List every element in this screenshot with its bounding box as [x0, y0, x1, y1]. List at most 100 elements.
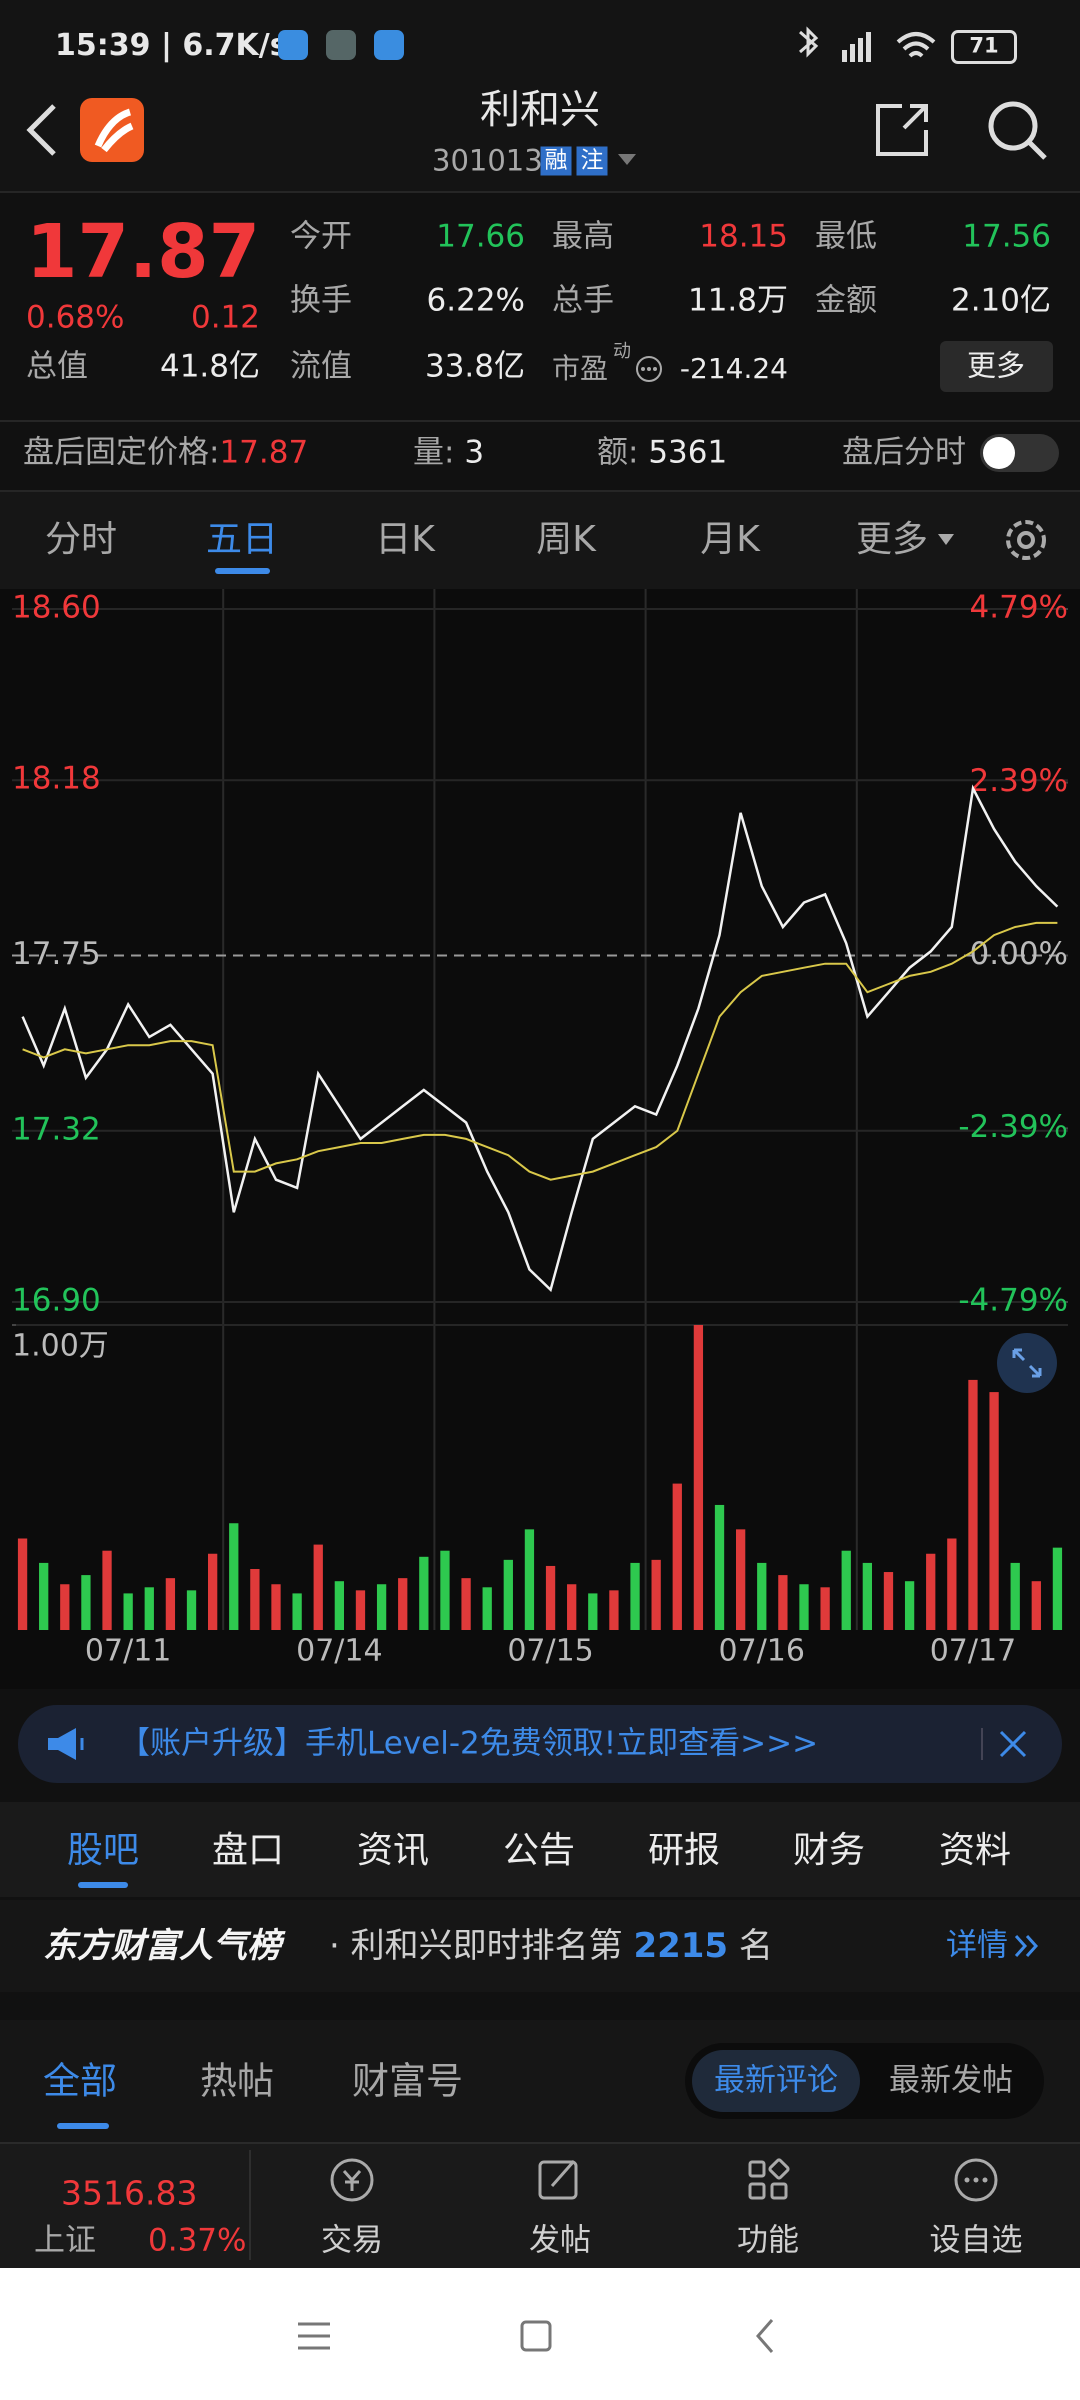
banner-text[interactable]: 【账户升级】手机Level-2免费领取!立即查看>>>: [119, 1725, 819, 1762]
toggle-knob: [983, 437, 1015, 469]
more-button[interactable]: [940, 341, 1053, 392]
search-button[interactable]: [985, 98, 1049, 162]
chart-tab[interactable]: 日K: [375, 519, 435, 560]
ranking-row[interactable]: [0, 1900, 1080, 1992]
bottom-action[interactable]: 发帖: [529, 2222, 591, 2259]
volume-bar: [693, 1325, 704, 1630]
x-tick-label: 07/14: [296, 1634, 382, 1669]
divider: [0, 420, 1080, 422]
settings-button[interactable]: [1000, 514, 1052, 566]
promo-banner[interactable]: [18, 1705, 1062, 1783]
after-hours-amount: 额: 5361: [597, 434, 728, 471]
text: · 利和兴即时排名第: [329, 1926, 623, 1966]
price-line: [21, 784, 1059, 1293]
chart: 18.60 18.18 17.75 17.32 16.90 4.79% 2.39% 0.00%…: [0, 589, 1080, 1689]
nav-buttons: [298, 2319, 774, 2353]
volume-bar: [757, 1562, 767, 1630]
dropdown-arrow: [938, 534, 954, 545]
close-button[interactable]: [998, 1729, 1028, 1759]
post-tab[interactable]: 热帖: [200, 2059, 274, 2103]
stat-label: 今开: [290, 218, 352, 255]
stat-value: 6.22%: [426, 282, 525, 319]
volume-bar: [735, 1529, 746, 1630]
bottom-action[interactable]: 交易: [321, 2222, 383, 2259]
volume-bar: [968, 1379, 978, 1630]
post-tab-active[interactable]: 全部: [43, 2059, 117, 2103]
stock-name: 利和兴: [480, 87, 600, 133]
more-button-label[interactable]: 更多: [966, 348, 1026, 383]
stat-value: 17.56: [962, 218, 1051, 255]
section-tab[interactable]: 公告: [502, 1830, 576, 1871]
unit: 名: [738, 1926, 773, 1966]
volume-bar: [398, 1578, 408, 1630]
divider: [0, 191, 1080, 193]
stat-value: 2.10亿: [950, 282, 1051, 319]
dropdown-arrow[interactable]: [612, 150, 642, 170]
sort-tab[interactable]: 最新发帖: [889, 2062, 1013, 2099]
value: 3: [464, 434, 485, 471]
expand-icon: [1012, 1348, 1042, 1378]
section-tab[interactable]: 资讯: [356, 1830, 430, 1871]
section-tab-bar: [0, 1802, 1080, 1897]
index-name: 上证: [34, 2222, 96, 2259]
stat-value: -214.24: [679, 352, 788, 385]
section-tab[interactable]: 资料: [938, 1830, 1012, 1871]
status-time: 15:39 | 6.7K/s: [55, 28, 288, 63]
section-tab-active[interactable]: 股吧: [66, 1830, 140, 1871]
share-button[interactable]: [872, 100, 932, 160]
stat-label: 市盈: [552, 352, 609, 385]
bottom-action[interactable]: 功能: [737, 2222, 799, 2259]
chart-tab[interactable]: 分时: [44, 519, 118, 560]
post-tab[interactable]: 财富号: [352, 2059, 463, 2103]
ranking-text: · 利和兴即时排名第 2215 名: [329, 1929, 773, 1963]
divider: [249, 2150, 251, 2260]
chart-tab[interactable]: 月K: [700, 519, 760, 560]
divider: [981, 1728, 983, 1760]
chart-tab-active[interactable]: 五日: [205, 519, 279, 560]
pe-tag: 动: [613, 341, 631, 362]
chevrons: [1014, 1934, 1039, 1958]
volume-bar: [1031, 1581, 1041, 1630]
volume-bar: [102, 1550, 112, 1630]
chart-tab[interactable]: 更多: [855, 519, 929, 560]
stat-value: 33.8亿: [424, 348, 525, 385]
volume-bar: [926, 1553, 936, 1630]
battery: [951, 30, 1017, 64]
after-hours-label: 盘后固定价格:17.87: [23, 437, 308, 469]
x-tick-label: 07/15: [507, 1634, 593, 1669]
label: 额:: [597, 434, 639, 471]
volume-bar: [81, 1575, 91, 1630]
expand-button[interactable]: [997, 1333, 1057, 1393]
volume-bar: [250, 1569, 260, 1630]
sort-tab-active[interactable]: 最新评论: [714, 2062, 838, 2099]
volume-bar: [1052, 1547, 1063, 1630]
section-tab[interactable]: 研报: [647, 1830, 721, 1871]
value: 5361: [648, 434, 728, 471]
sort-active-bg: [692, 2050, 860, 2112]
section-tab[interactable]: 财务: [792, 1830, 866, 1871]
stat-label: 流值: [290, 348, 352, 385]
index-change: 0.37%: [148, 2222, 247, 2259]
volume-bar: [144, 1587, 154, 1630]
bottom-action[interactable]: 设自选: [929, 2222, 1023, 2259]
volume-bar: [588, 1593, 598, 1630]
stock-code: 301013: [432, 143, 543, 178]
section-tab[interactable]: 盘口: [211, 1830, 285, 1871]
rank: 2215: [633, 1926, 729, 1966]
stat-value: 41.8亿: [159, 348, 260, 385]
info-icon[interactable]: [634, 354, 664, 384]
badge: 融: [540, 146, 572, 176]
volume-bar: [524, 1529, 535, 1630]
chart-tab[interactable]: 周K: [536, 519, 596, 560]
volume-bar: [503, 1559, 513, 1630]
y2-tick-label: 4.79%: [970, 590, 1068, 626]
volume-bar: [778, 1575, 788, 1630]
volume-bar: [482, 1587, 492, 1630]
status-icons: [799, 26, 936, 62]
status-icon: [278, 30, 308, 60]
details-link[interactable]: 详情: [946, 1927, 1008, 1964]
volume-bar: [609, 1590, 619, 1630]
back-button[interactable]: [22, 100, 62, 160]
volume-bar: [947, 1538, 957, 1630]
